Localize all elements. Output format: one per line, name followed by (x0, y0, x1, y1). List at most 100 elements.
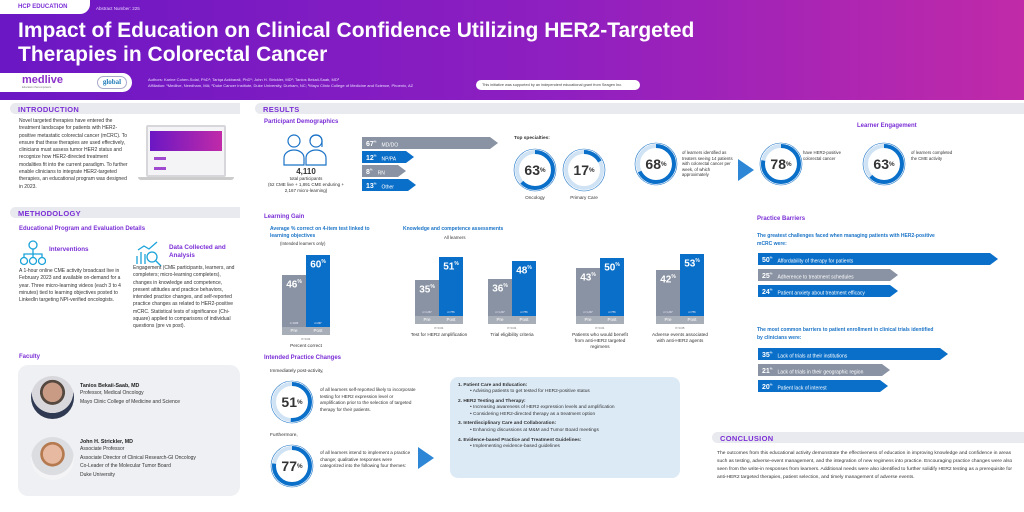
category-label: Percent correct (290, 343, 322, 348)
intended-donut-1: 51% (269, 379, 315, 425)
bar-label: MD/DO (381, 141, 399, 148)
bar-category-post: Post (306, 327, 330, 335)
barrier-bar: 24% Patient anxiety about treatment effic… (758, 285, 898, 297)
faculty-role: Co-Leader of the Molecular Tumor Board (80, 463, 171, 469)
donut-ring (759, 142, 803, 186)
faculty-panel: Tanios Bekaii-Saab, MD Professor, Medica… (18, 365, 240, 496)
percent-sign: % (615, 262, 620, 269)
bar-label: Patient lack of interest (777, 384, 827, 391)
bar-label: Affordability of therapy for patients (777, 257, 854, 264)
grant-statement: This initiative was supported by an inde… (476, 80, 640, 90)
global-logo: global (97, 76, 127, 89)
introduction-text: Novel targeted therapies have entered th… (19, 118, 128, 190)
methodology-heading: METHODOLOGY (10, 207, 240, 218)
laptop-image (138, 125, 234, 183)
faculty-role: Associate Director of Clinical Research-… (80, 454, 196, 461)
bar-category-pre: Pre (282, 327, 306, 335)
percent-sign: % (769, 366, 773, 371)
category-label: Patients who would benefit from anti-HER… (572, 332, 628, 349)
percent-sign: % (695, 258, 700, 265)
demographics-heading: Participant Demographics (264, 119, 339, 125)
percent-sign: % (369, 167, 373, 172)
authors-block: Authors: Karine Cohen-Solal, PhD¹; Tariq… (148, 77, 413, 89)
faculty-role: Mayo Clinic College of Medicine and Scie… (80, 398, 181, 405)
bar-pre: 36% n=1,237 (488, 278, 512, 316)
barrier-bar: 50% Affordability of therapy for patients (758, 253, 998, 265)
percent-value: 13% (366, 181, 377, 190)
donut-ring (513, 148, 557, 192)
faculty-photo (31, 437, 74, 480)
intended-intro-2: Furthermore, (270, 433, 298, 438)
bar-label: Lack of trials in their geographic regio… (777, 368, 864, 375)
participants-icon (283, 134, 327, 166)
hcp-education-badge: HCP EDUCATION (0, 0, 90, 14)
bar-post: 53% n=776 (680, 254, 704, 316)
donut-value: 63% (524, 162, 546, 178)
interventions-text: A 1-hour online CME activity broadcast l… (19, 268, 121, 304)
practice-change-themes: 1. Patient Care and Education: • Advising… (450, 377, 680, 478)
faculty-member: John H. Strickler, MD Associate Professo… (80, 439, 196, 479)
avg-correct-title: Average % correct on 4-item test linked … (270, 226, 370, 239)
percent-sign: % (297, 279, 302, 286)
bar-pre: 43% n=1,237 (576, 268, 600, 316)
arrow-right-icon (418, 447, 434, 469)
percent-value: 35% (762, 350, 773, 359)
percent-sign: % (539, 166, 546, 174)
donut-ring (562, 148, 606, 192)
percent-sign: % (373, 181, 377, 186)
p-value: P<0.01 (507, 326, 517, 330)
theme-title: 2. HER2 Testing and Therapy: (458, 399, 526, 405)
theme-bullet: • Implementing evidence-based guidelines (470, 443, 560, 449)
percent-value: 50% (762, 255, 773, 264)
affiliation: Affiliation: ¹Medlive, Needham, MA; ²Duk… (148, 83, 414, 88)
her2-donut: 78% (758, 141, 804, 187)
engagement-donut: 63% (861, 141, 907, 187)
percent-value: 24% (762, 287, 773, 296)
category-label: Adverse events associated with anti-HER2… (651, 332, 709, 343)
theme-title: 3. Interdisciplinary Care and Collaborat… (458, 421, 557, 427)
data-analysis-icon (136, 241, 162, 267)
donut-value: 63% (873, 156, 895, 172)
percent-value: 25% (762, 271, 773, 280)
bar-n: n=1,237 (495, 310, 505, 314)
faculty-heading: Faculty (19, 354, 41, 360)
donut-ring (270, 380, 314, 424)
category-label: Test for HER2 amplification (410, 332, 468, 337)
percent-sign: % (296, 462, 303, 470)
donut-value: 51% (281, 394, 303, 410)
interventions-title: Interventions (49, 246, 89, 253)
bar-category-pre: Pre (656, 316, 680, 324)
data-analysis-title: Data Collected and Analysis (169, 244, 226, 259)
percent-sign: % (296, 398, 303, 406)
medlive-logo: medlive (22, 74, 63, 86)
breakdown-text: (52 CME live + 1,891 CME enduring + 2,16… (267, 182, 345, 193)
intended-intro-1: Immediately post-activity, (270, 369, 324, 374)
faculty-name: Tanios Bekaii-Saab, MD (80, 383, 140, 389)
percent-sign: % (588, 166, 595, 174)
bar-label: Other (381, 183, 394, 190)
bar-n: n=776 (520, 310, 528, 314)
percent-sign: % (769, 350, 773, 355)
intended-heading: Intended Practice Changes (264, 355, 342, 361)
bar-pre: 46% n=1930 (282, 275, 306, 327)
donut-ring (270, 444, 314, 488)
medlive-tagline: Education that empowers (22, 86, 52, 89)
introduction-heading: INTRODUCTION (10, 103, 240, 114)
oncology-donut: 63% (512, 147, 558, 193)
trial-barrier-bar: 21% Lack of trials in their geographic re… (758, 364, 890, 376)
bar-n: n=776 (608, 310, 616, 314)
bar-label: Patient anxiety about treatment efficacy (777, 289, 865, 296)
intended-text-2: of all learners intend to implement a pr… (320, 450, 411, 469)
bar-n: n=1930 (289, 321, 299, 325)
percent-value: 20% (762, 382, 773, 391)
authors: Authors: Karine Cohen-Solal, PhD¹; Tariq… (148, 77, 340, 82)
percent-sign: % (527, 265, 532, 272)
percent-sign: % (454, 260, 459, 267)
bar-category-post: Post (439, 316, 463, 324)
donut-label: Primary Care (570, 195, 598, 200)
p-value: P<0.01 (301, 337, 311, 341)
profession-bar: 13% Other (362, 179, 416, 191)
percent-value: 8% (366, 167, 373, 176)
theme-bullet: • Advising patients to get tested for HE… (470, 389, 590, 395)
bar-label: RN (377, 169, 385, 176)
